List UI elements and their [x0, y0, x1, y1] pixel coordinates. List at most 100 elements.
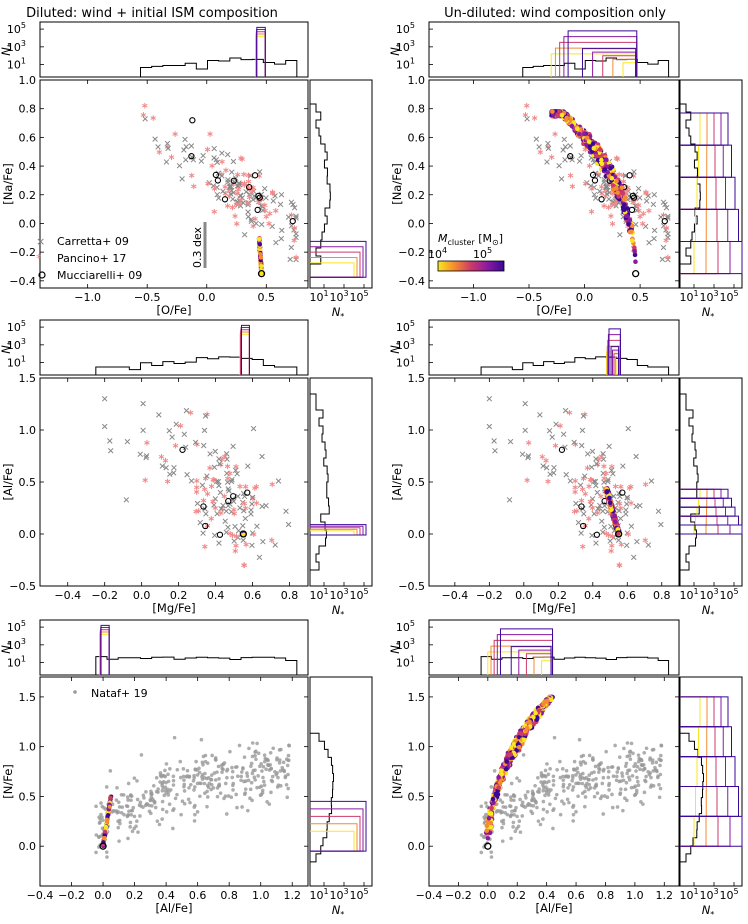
panel-row1-right-top-hist-model-hist [581, 48, 637, 77]
panel-row1-left-xtick-label: 0.5 [258, 291, 276, 304]
panel-row3-right-obs-nataf [586, 787, 591, 792]
panel-row2-left-obs-mucciarelli [244, 489, 251, 496]
panel-row3-right-obs-nataf [628, 757, 633, 762]
panel-row3-left-obs-nataf [125, 814, 130, 819]
panel-row1-left-frame [39, 79, 309, 289]
panel-row2-left-obs-carretta [230, 498, 237, 505]
panel-row3-right-obs-nataf [579, 763, 583, 767]
panel-row1-right-obs-carretta [651, 191, 658, 198]
panel-row1-right-obs-pancino [639, 220, 646, 227]
panel-row3-right-obs-nataf [479, 850, 484, 855]
panel-row2-left: −0.4 −0.2 0.0 0.2 0.4 0.6 0.8 −0.5 0.0 0.5 1.0 1.5 [… [1, 372, 309, 615]
panel-row3-left-obs-nataf [168, 767, 172, 771]
legend-nataf-label: Nataf+ 19 [91, 687, 148, 700]
panel-row3-right-obs-nataf [551, 808, 555, 813]
panel-row3-right-obs-nataf [546, 772, 551, 777]
panel-row3-left-obs-nataf [173, 796, 178, 801]
panel-row2-left-obs-carretta [224, 479, 231, 485]
panel-row3-right-obs-nataf [579, 754, 584, 759]
panel-row2-left-obs-carretta [211, 464, 218, 471]
legend-carretta-label: Carretta+ 09 [57, 235, 129, 248]
panel-row3-right-obs-nataf [500, 825, 504, 830]
panel-row2-left-obs-pancino [210, 498, 216, 505]
panel-row1-left-obs-carretta [279, 227, 285, 234]
panel-row1-right-model-point [577, 131, 582, 137]
panel-row2-left-obs-carretta [200, 442, 207, 449]
panel-row3-left-top-hist-ytick-label: 103 [7, 637, 26, 652]
panel-row2-left-top-hist-ytick-label: 105 [7, 319, 26, 334]
panel-row3-right-obs-nataf [583, 789, 587, 794]
panel-row3-left-obs-nataf [182, 801, 187, 806]
panel-row1-left-obs-carretta [182, 136, 188, 143]
panel-row3-right-obs-nataf [576, 794, 580, 799]
panel-row2-right-obs-carretta [578, 530, 584, 536]
panel-row3-left-obs-nataf [247, 746, 251, 751]
panel-row1-left-model-point [259, 271, 264, 276]
panel-row3-left-xtick-label: 0.2 [126, 889, 144, 902]
panel-row2-right-obs-carretta [547, 471, 553, 477]
panel-row3-right-obs-nataf [551, 826, 555, 831]
panel-row3-right-obs-nataf [498, 798, 503, 802]
panel-row3-left-obs-nataf [114, 798, 119, 802]
panel-row2-right-obs-carretta [601, 524, 608, 531]
panel-row2-right-obs-carretta [537, 412, 543, 418]
panel-row3-right-obs-nataf [514, 805, 518, 810]
panel-row3-right-top-hist-ytick-label: 103 [396, 637, 415, 652]
panel-row1-left-ytick-label: 0.4 [19, 160, 37, 173]
panel-row2-left-points [101, 396, 292, 568]
panel-row2-right-obs-carretta [584, 451, 591, 457]
panel-row3-right-top-hist-model-hist [533, 656, 552, 675]
panel-row3-left-side-hist-xtick-label: 101 [309, 887, 328, 902]
panel-row2-right-obs-carretta [600, 456, 607, 462]
panel-row3-right-obs-nataf [580, 781, 585, 786]
col-title-left: Diluted: wind + initial ISM composition [26, 6, 278, 21]
panel-row2-right-side-hist-model-hist [680, 515, 707, 526]
panel-row2-left-obs-carretta [197, 519, 203, 526]
panel-row3-right-obs-nataf [574, 781, 578, 786]
panel-row2-right-xtick-label: 0.4 [584, 589, 602, 602]
panel-row3-left-obs-nataf [128, 820, 133, 825]
panel-row1-left-obs-carretta [214, 191, 221, 198]
panel-row2-right-side-hist-model-hist [680, 506, 707, 517]
panel-row2-left-obs-pancino [241, 562, 247, 568]
panel-row2-right-side-hist-xtick-label: 105 [719, 587, 738, 602]
panel-row1-right-obs-carretta [637, 195, 643, 201]
panel-row1-right-model-point [626, 221, 631, 227]
panel-row1-left-obs-mucciarelli [251, 172, 259, 179]
panel-row2-left-obs-carretta [107, 447, 114, 454]
panel-row3-left-obs-nataf [218, 791, 223, 795]
panel-row2-right-ytick-label: 0.0 [408, 528, 426, 541]
panel-row2-left-obs-carretta [169, 434, 175, 440]
panel-row3-left-obs-nataf [115, 785, 119, 790]
panel-row2-right-obs-carretta [581, 511, 587, 517]
panel-row2-left-obs-mucciarelli [216, 531, 224, 538]
panel-row1-right-ytick-label: 0.0 [408, 217, 426, 230]
panel-row1-right-obs-carretta [558, 176, 565, 182]
panel-row2-right-side-hist-model-hist [680, 524, 707, 535]
panel-row1-right-model-point [615, 190, 620, 195]
panel-row1-left-ytick-label: 1.0 [19, 74, 37, 87]
panel-row2-left-obs-pancino [202, 475, 209, 482]
panel-row1-right-model-point [571, 120, 577, 125]
panel-row3-left-model-point [101, 836, 106, 841]
panel-row2-left-top-hist-ytick-label: 103 [7, 337, 26, 352]
panel-row1-right-obs-carretta [524, 116, 530, 122]
panel-row2-left-side-hist-obs-hist [309, 378, 330, 586]
panel-row3-left-obs-nataf [195, 768, 199, 772]
panel-row3-left-obs-nataf [163, 768, 167, 773]
panel-row1-right-side-hist-model-hist [680, 208, 729, 243]
panel-row2-right-side-hist-xtick-label: 101 [679, 587, 698, 602]
panel-row3-right-obs-nataf [654, 760, 659, 765]
panel-row2-right-obs-carretta [560, 431, 567, 438]
panel-row2-right-side-hist-xtick-label: 103 [699, 587, 718, 602]
panel-row3-left-obs-nataf [119, 811, 124, 815]
panel-row1-right-side-hist-model-hist [680, 112, 729, 146]
panel-row3-left-obs-nataf [175, 767, 180, 772]
panel-row3-left-top-hist-frame [39, 619, 309, 676]
panel-row2-left-obs-pancino [233, 463, 239, 470]
panel-row1-left-obs-pancino [233, 201, 240, 208]
panel-row3-right-obs-nataf [591, 756, 595, 760]
panel-row2-right-model-point [612, 519, 618, 525]
panel-row3-left-obs-nataf [274, 772, 279, 777]
panel-row1-left-obs-pancino [266, 220, 272, 227]
